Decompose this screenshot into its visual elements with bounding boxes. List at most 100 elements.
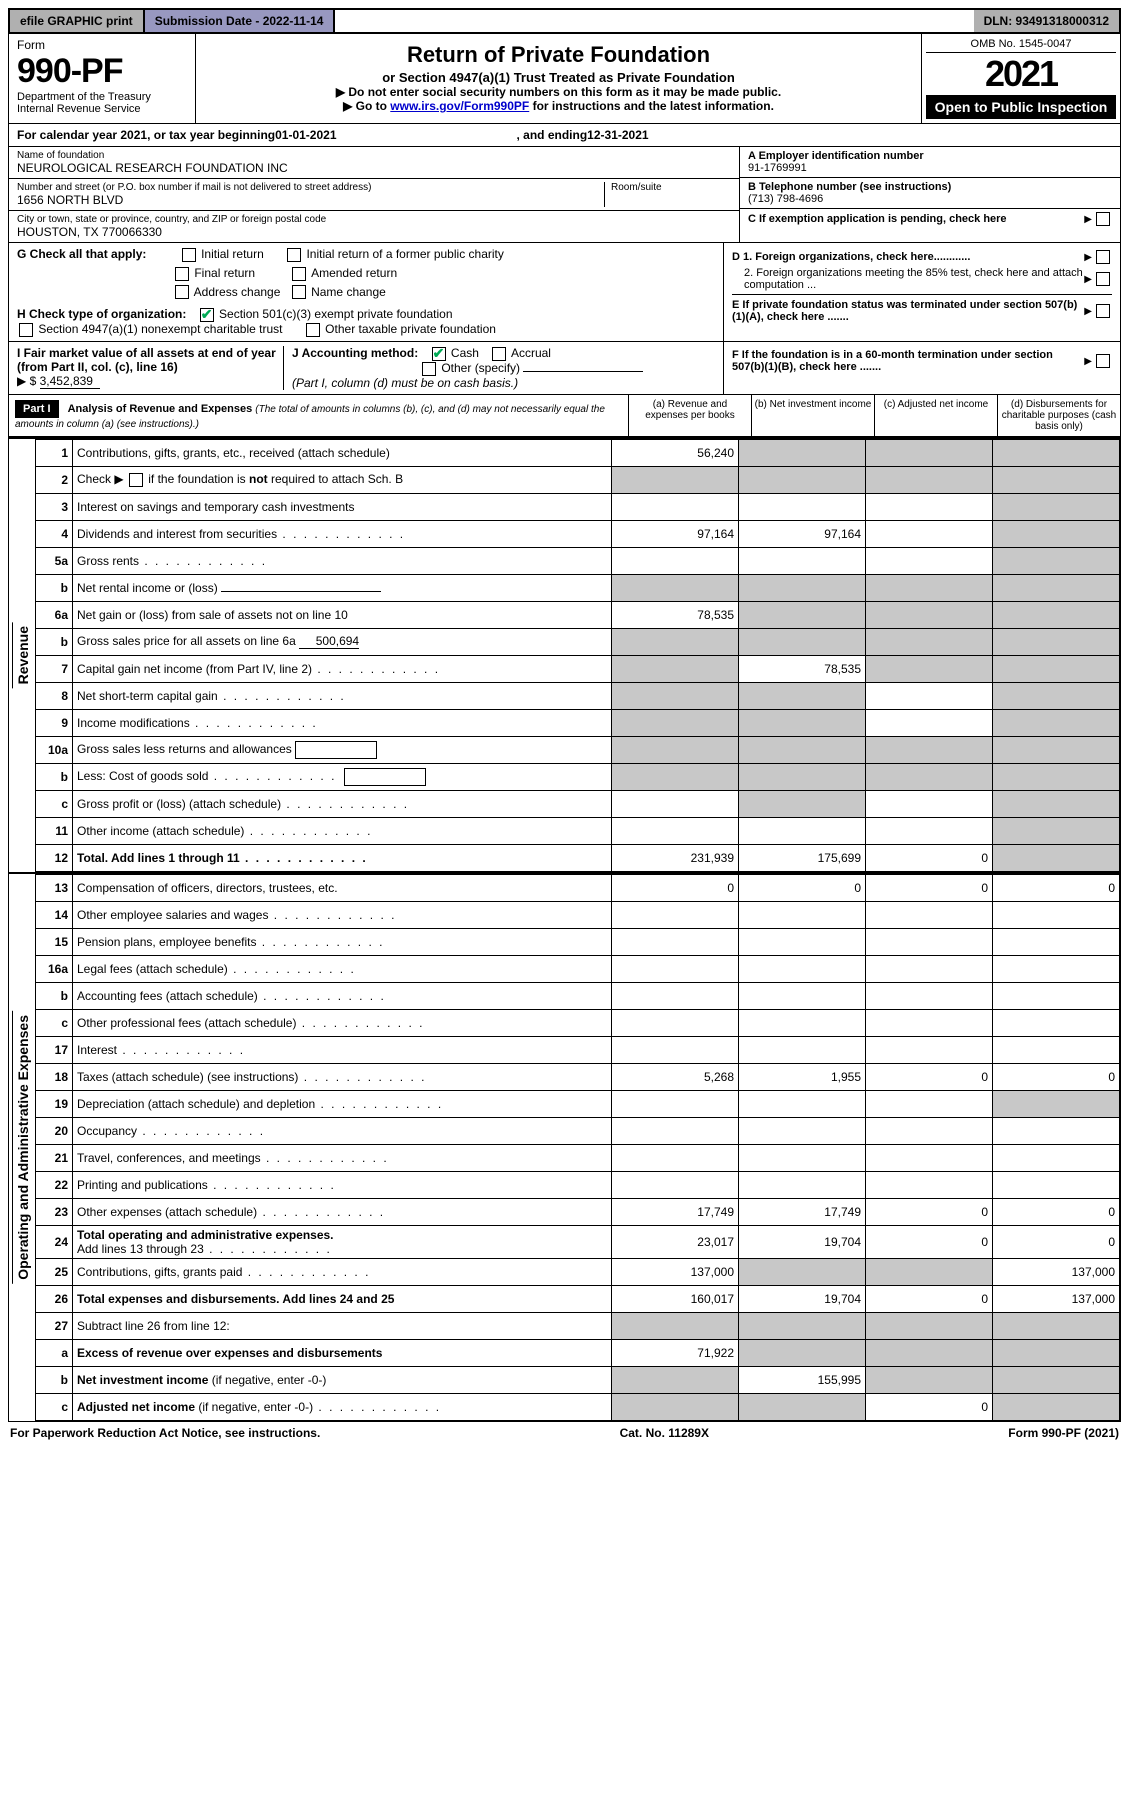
f-checkbox[interactable] — [1096, 354, 1110, 368]
addr-label: Number and street (or P.O. box number if… — [17, 182, 604, 193]
row-19: 19Depreciation (attach schedule) and dep… — [36, 1090, 1120, 1117]
part1: Part I Analysis of Revenue and Expenses … — [8, 395, 1121, 1422]
row-10a: 10aGross sales less returns and allowanc… — [36, 736, 1120, 763]
phone-value: (713) 798-4696 — [748, 193, 1112, 205]
row-10c: cGross profit or (loss) (attach schedule… — [36, 790, 1120, 817]
cat-number: Cat. No. 11289X — [620, 1426, 709, 1440]
calendar-year-row: For calendar year 2021, or tax year begi… — [8, 124, 1121, 147]
row-20: 20Occupancy — [36, 1117, 1120, 1144]
header-right: OMB No. 1545-0047 2021 Open to Public In… — [921, 34, 1120, 123]
dln-number: DLN: 93491318000312 — [974, 10, 1119, 32]
top-bar: efile GRAPHIC print Submission Date - 20… — [8, 8, 1121, 34]
exemption-pending-checkbox[interactable] — [1096, 212, 1110, 226]
j-note: (Part I, column (d) must be on cash basi… — [292, 376, 518, 390]
arrow-icon — [1084, 273, 1094, 285]
row-5b: bNet rental income or (loss) — [36, 574, 1120, 601]
row-27: 27Subtract line 26 from line 12: — [36, 1312, 1120, 1339]
dept-label: Department of the Treasury — [17, 91, 187, 103]
row-9: 9Income modifications — [36, 709, 1120, 736]
j-cash-checkbox[interactable] — [432, 347, 446, 361]
h-label: H Check type of organization: — [17, 307, 186, 321]
form-ref: Form 990-PF (2021) — [1008, 1426, 1119, 1440]
row-17: 17Interest — [36, 1036, 1120, 1063]
g-initial-public-checkbox[interactable] — [287, 248, 301, 262]
arrow-icon — [1084, 355, 1094, 367]
g-label: G Check all that apply: — [17, 247, 146, 261]
g-final-return-checkbox[interactable] — [175, 267, 189, 281]
g-address-change-checkbox[interactable] — [175, 285, 189, 299]
instr-goto: ▶ Go to www.irs.gov/Form990PF for instru… — [206, 99, 911, 113]
phone-label: B Telephone number (see instructions) — [748, 181, 1112, 193]
arrow-icon — [1084, 213, 1094, 225]
ein-value: 91-1769991 — [748, 162, 1112, 174]
d2-checkbox[interactable] — [1096, 272, 1110, 286]
d1-checkbox[interactable] — [1096, 250, 1110, 264]
entity-block: Name of foundation NEUROLOGICAL RESEARCH… — [8, 147, 1121, 243]
row-4: 4Dividends and interest from securities9… — [36, 520, 1120, 547]
paperwork-notice: For Paperwork Reduction Act Notice, see … — [10, 1426, 320, 1440]
h-501c3-checkbox[interactable] — [200, 308, 214, 322]
e-checkbox[interactable] — [1096, 304, 1110, 318]
form-label: Form — [17, 38, 187, 52]
open-to-public: Open to Public Inspection — [926, 95, 1116, 119]
gross-sales-6a: 500,694 — [299, 634, 359, 649]
omb-number: OMB No. 1545-0047 — [926, 38, 1116, 53]
row-8: 8Net short-term capital gain — [36, 682, 1120, 709]
row-16b: bAccounting fees (attach schedule) — [36, 982, 1120, 1009]
i-label: I Fair market value of all assets at end… — [17, 346, 276, 374]
j-label: J Accounting method: — [292, 346, 418, 360]
name-label: Name of foundation — [17, 150, 731, 161]
j-other-checkbox[interactable] — [422, 362, 436, 376]
section-ij-f: I Fair market value of all assets at end… — [8, 342, 1121, 395]
arrow-icon — [1084, 251, 1094, 263]
instr-ssn: ▶ Do not enter social security numbers o… — [206, 85, 911, 99]
tax-year: 2021 — [926, 53, 1116, 95]
foundation-name: NEUROLOGICAL RESEARCH FOUNDATION INC — [17, 161, 731, 175]
part1-badge: Part I — [15, 400, 59, 418]
row-27c: cAdjusted net income (if negative, enter… — [36, 1393, 1120, 1420]
row-2: 2Check ▶ if the foundation is not requir… — [36, 466, 1120, 493]
row-21: 21Travel, conferences, and meetings — [36, 1144, 1120, 1171]
row-1: 1Contributions, gifts, grants, etc., rec… — [36, 439, 1120, 466]
j-accrual-checkbox[interactable] — [492, 347, 506, 361]
expenses-section: Operating and Administrative Expenses 13… — [9, 872, 1120, 1421]
schb-checkbox[interactable] — [129, 473, 143, 487]
h-4947-checkbox[interactable] — [19, 323, 33, 337]
f-label: F If the foundation is in a 60-month ter… — [732, 349, 1084, 373]
g-name-change-checkbox[interactable] — [292, 285, 306, 299]
row-16c: cOther professional fees (attach schedul… — [36, 1009, 1120, 1036]
d1-label: D 1. Foreign organizations, check here..… — [732, 251, 1084, 263]
city-state-zip: HOUSTON, TX 770066330 — [17, 225, 731, 239]
g-row: G Check all that apply: Initial return I… — [17, 247, 715, 262]
row-5a: 5aGross rents — [36, 547, 1120, 574]
opexp-side-label: Operating and Administrative Expenses — [12, 1011, 33, 1284]
part1-title: Analysis of Revenue and Expenses — [68, 403, 253, 415]
form-number: 990-PF — [17, 52, 187, 91]
g-initial-return-checkbox[interactable] — [182, 248, 196, 262]
submission-date: Submission Date - 2022-11-14 — [145, 10, 336, 32]
header-left: Form 990-PF Department of the Treasury I… — [9, 34, 196, 123]
efile-badge[interactable]: efile GRAPHIC print — [10, 10, 145, 32]
row-22: 22Printing and publications — [36, 1171, 1120, 1198]
row-15: 15Pension plans, employee benefits — [36, 928, 1120, 955]
street-address: 1656 NORTH BLVD — [17, 193, 604, 207]
header-center: Return of Private Foundation or Section … — [196, 34, 921, 123]
g-amended-checkbox[interactable] — [292, 267, 306, 281]
year-begin: 01-01-2021 — [275, 128, 336, 142]
irs-link[interactable]: www.irs.gov/Form990PF — [390, 99, 529, 113]
irs-label: Internal Revenue Service — [17, 103, 187, 115]
section-g-def: G Check all that apply: Initial return I… — [8, 243, 1121, 342]
revenue-side-label: Revenue — [12, 622, 33, 688]
row-27b: bNet investment income (if negative, ent… — [36, 1366, 1120, 1393]
h-row: H Check type of organization: Section 50… — [17, 307, 715, 322]
row-6b: bGross sales price for all assets on lin… — [36, 628, 1120, 655]
row-25: 25Contributions, gifts, grants paid137,0… — [36, 1258, 1120, 1285]
row-7: 7Capital gain net income (from Part IV, … — [36, 655, 1120, 682]
row-12: 12Total. Add lines 1 through 11231,93917… — [36, 844, 1120, 871]
col-d-header: (d) Disbursements for charitable purpose… — [997, 395, 1120, 436]
h-other-taxable-checkbox[interactable] — [306, 323, 320, 337]
row-24: 24Total operating and administrative exp… — [36, 1225, 1120, 1258]
year-end: 12-31-2021 — [587, 128, 648, 142]
col-a-header: (a) Revenue and expenses per books — [628, 395, 751, 436]
row-23: 23Other expenses (attach schedule)17,749… — [36, 1198, 1120, 1225]
